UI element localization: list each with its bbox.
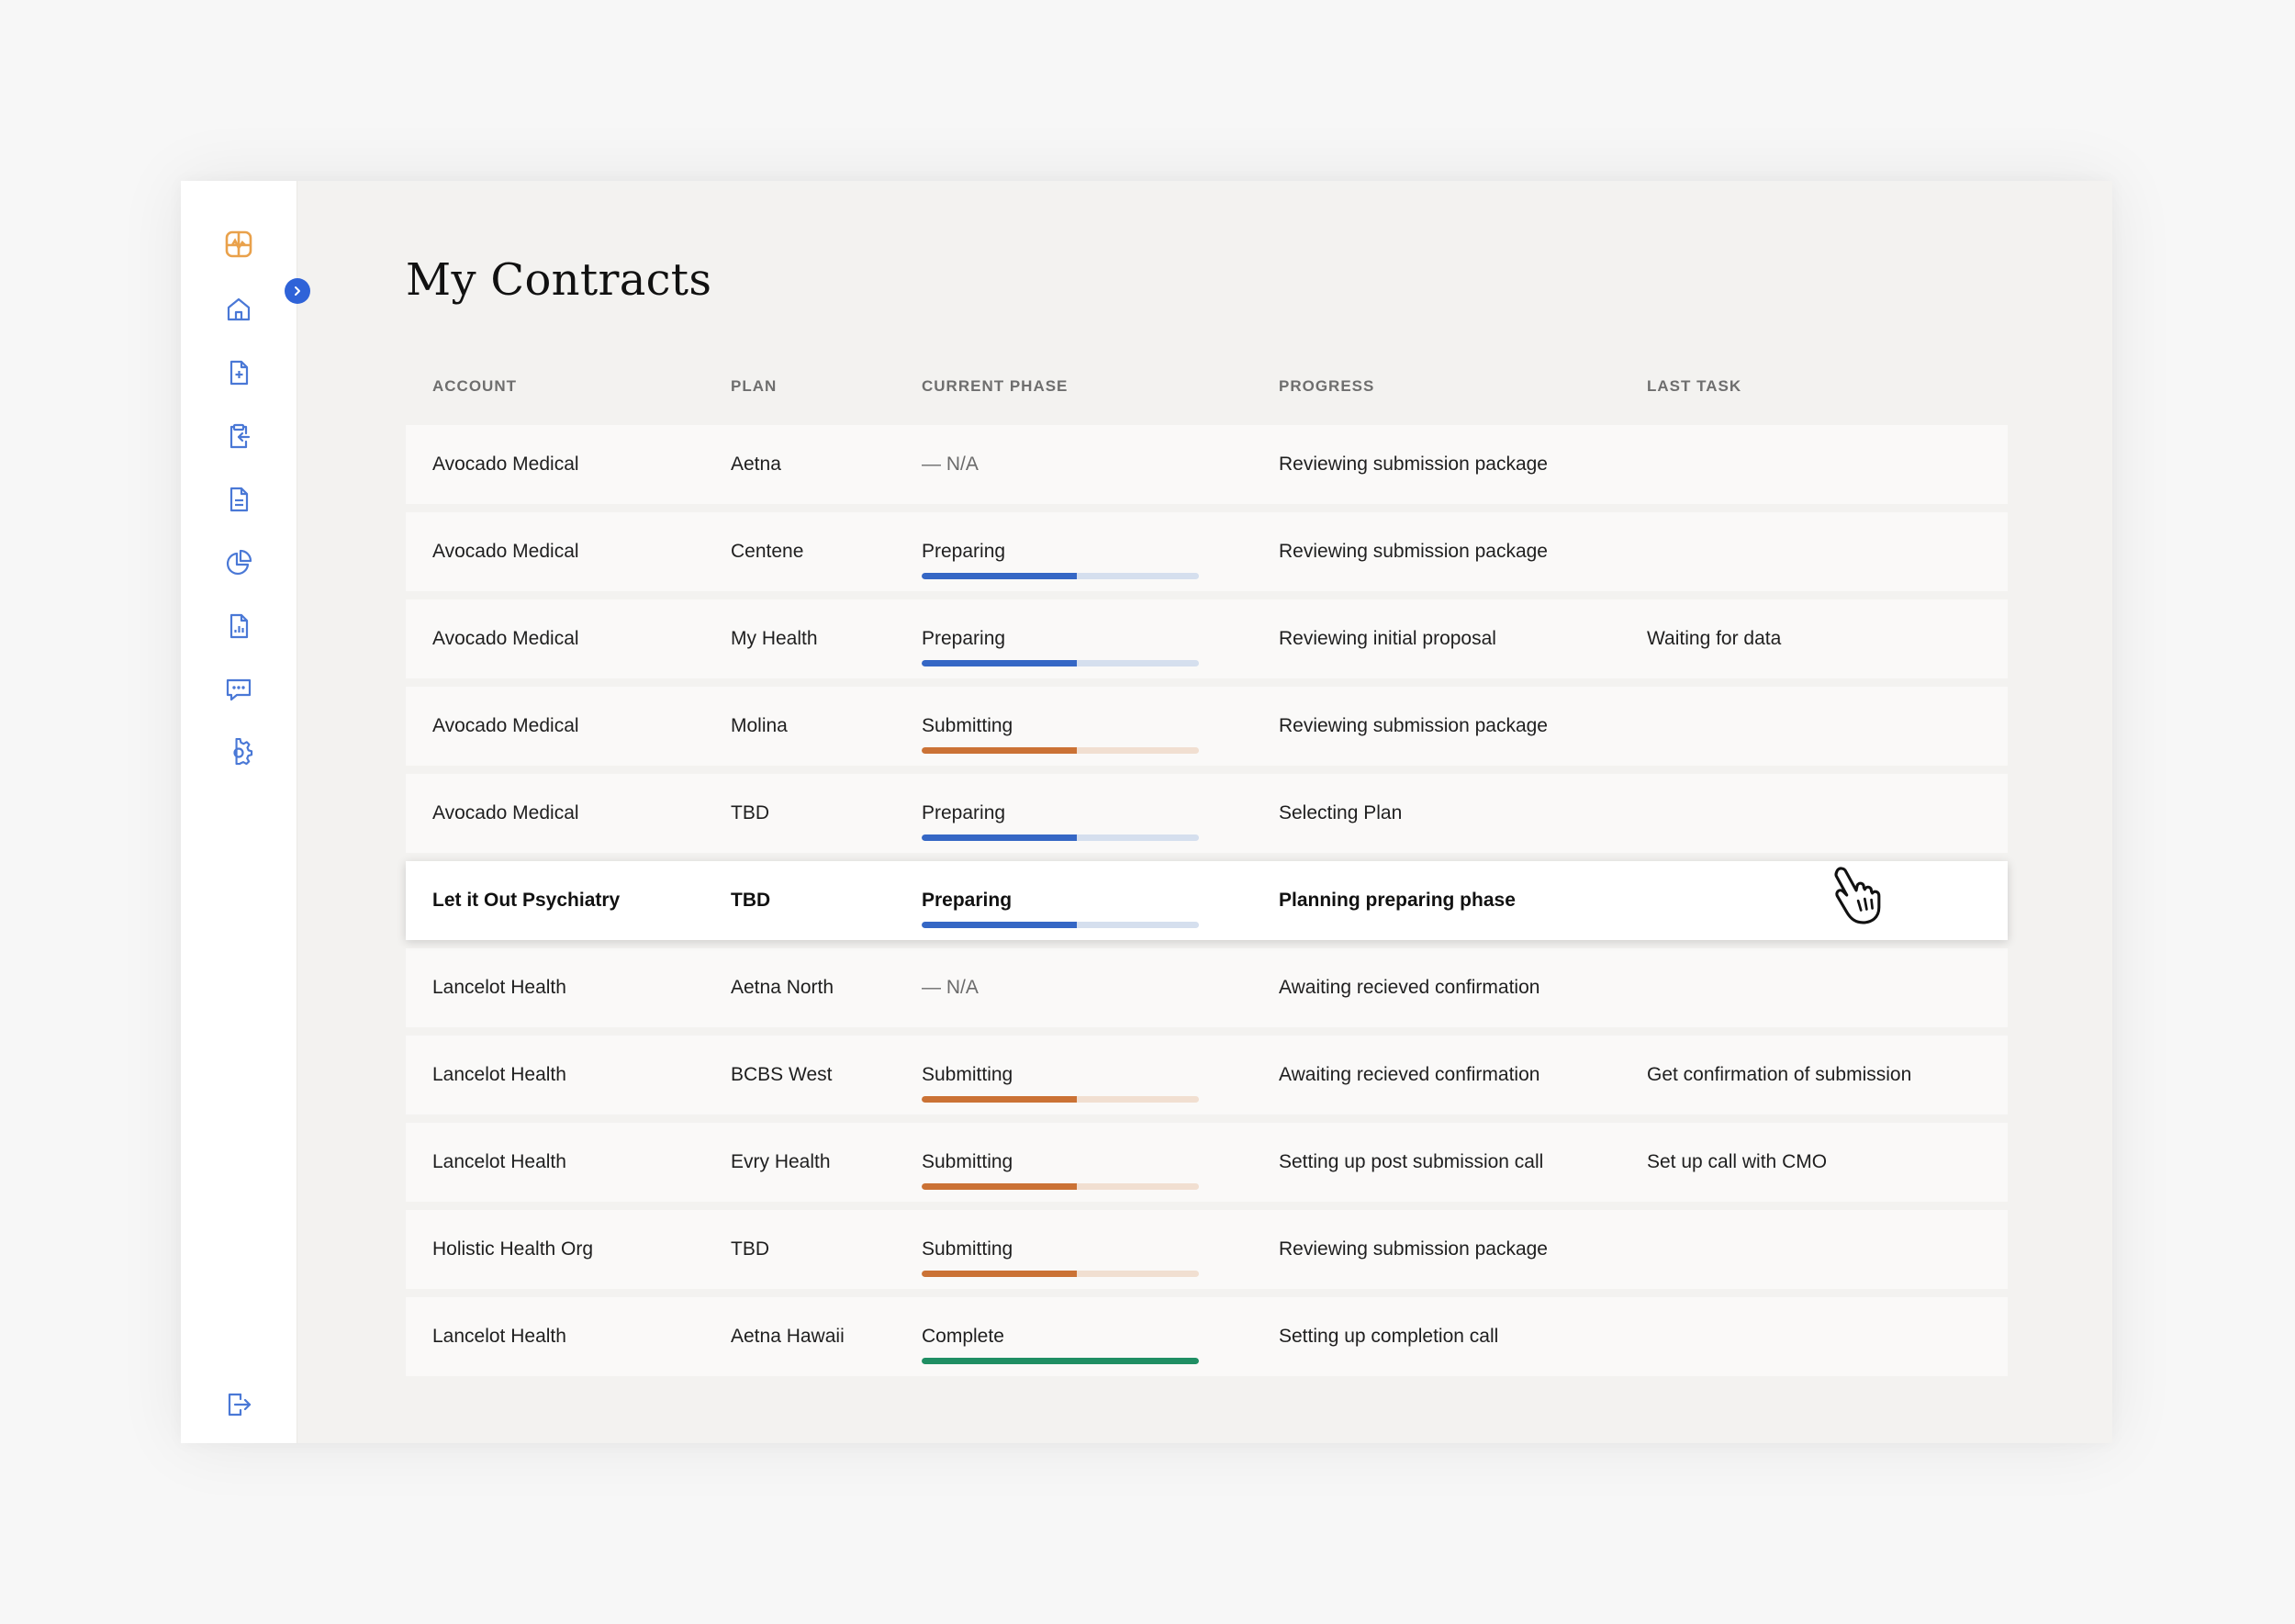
- plan-cell: TBD: [731, 1238, 769, 1260]
- table-row[interactable]: Lancelot Health Aetna Hawaii Complete Setti…: [406, 1297, 2008, 1376]
- progress-cell: Planning preparing phase: [1279, 890, 1516, 911]
- last-task-cell: Set up call with CMO: [1647, 1151, 1828, 1172]
- table-body: Avocado Medical Aetna — N/A Reviewing submi…: [406, 425, 2008, 1376]
- phase-progress-bar: [922, 1271, 1199, 1277]
- phase-progress-fill: [922, 922, 1078, 928]
- sidebar: [181, 181, 297, 1443]
- phase-cell: — N/A: [922, 454, 979, 475]
- clipboard-import-icon[interactable]: [222, 420, 255, 453]
- hand-pointer-cursor-icon: [1834, 867, 1881, 924]
- account-cell: Lancelot Health: [432, 1064, 566, 1085]
- phase-cell: — N/A: [922, 977, 979, 998]
- table-row[interactable]: Avocado Medical TBD Preparing Selecting Pla…: [406, 774, 2008, 853]
- table-row[interactable]: Avocado Medical Aetna — N/A Reviewing submi…: [406, 425, 2008, 504]
- phase-progress-bar: [922, 573, 1199, 579]
- progress-cell: Reviewing submission package: [1279, 1238, 1548, 1260]
- logo-icon[interactable]: [222, 228, 255, 261]
- phase-cell: Submitting: [922, 1238, 1013, 1260]
- table-row[interactable]: Avocado Medical Molina Submitting Reviewing…: [406, 687, 2008, 766]
- plan-cell: TBD: [731, 890, 771, 911]
- last-task-cell: Get confirmation of submission: [1647, 1064, 1912, 1085]
- account-cell: Let it Out Psychiatry: [432, 890, 621, 911]
- phase-progress-bar: [922, 1358, 1199, 1364]
- phase-progress-fill: [922, 1358, 1199, 1364]
- phase-progress-fill: [922, 660, 1078, 666]
- table-row[interactable]: Avocado Medical My Health Preparing Reviewi…: [406, 599, 2008, 678]
- phase-progress-fill: [922, 1271, 1078, 1277]
- phase-progress-fill: [922, 1183, 1078, 1190]
- plan-cell: My Health: [731, 628, 818, 649]
- phase-progress-bar: [922, 1183, 1199, 1190]
- progress-cell: Awaiting recieved confirmation: [1279, 977, 1540, 998]
- phase-progress-bar: [922, 660, 1199, 666]
- header-progress[interactable]: PROGRESS: [1279, 377, 1375, 395]
- phase-cell: Preparing: [922, 628, 1006, 649]
- report-icon[interactable]: [222, 610, 255, 643]
- account-cell: Avocado Medical: [432, 454, 579, 475]
- account-cell: Avocado Medical: [432, 628, 579, 649]
- table-row[interactable]: Avocado Medical Centene Preparing Reviewing…: [406, 512, 2008, 591]
- phase-progress-bar: [922, 834, 1199, 841]
- phase-cell: Preparing: [922, 541, 1006, 562]
- home-icon[interactable]: [222, 293, 255, 326]
- table-row[interactable]: Lancelot Health Aetna North — N/A Awaiting …: [406, 948, 2008, 1027]
- app-window: My Contracts ACCOUNT PLAN CURRENT PHASE …: [181, 181, 2112, 1443]
- progress-cell: Awaiting recieved confirmation: [1279, 1064, 1540, 1085]
- plan-cell: Centene: [731, 541, 804, 562]
- table-row[interactable]: Lancelot Health Evry Health Submitting Sett…: [406, 1123, 2008, 1202]
- account-cell: Avocado Medical: [432, 802, 579, 823]
- progress-cell: Reviewing submission package: [1279, 715, 1548, 736]
- document-icon[interactable]: [222, 483, 255, 516]
- progress-cell: Setting up completion call: [1279, 1326, 1499, 1347]
- progress-cell: Reviewing initial proposal: [1279, 628, 1496, 649]
- last-task-cell: Waiting for data: [1647, 628, 1782, 649]
- plan-cell: Aetna North: [731, 977, 834, 998]
- new-document-icon[interactable]: [222, 356, 255, 389]
- account-cell: Avocado Medical: [432, 715, 579, 736]
- phase-progress-bar: [922, 747, 1199, 754]
- header-plan[interactable]: PLAN: [731, 377, 778, 395]
- phase-cell: Complete: [922, 1326, 1004, 1347]
- account-cell: Avocado Medical: [432, 541, 579, 562]
- phase-cell: Submitting: [922, 715, 1013, 736]
- table-row[interactable]: Lancelot Health BCBS West Submitting Awaiti…: [406, 1036, 2008, 1114]
- progress-cell: Reviewing submission package: [1279, 541, 1548, 562]
- progress-cell: Reviewing submission package: [1279, 454, 1548, 475]
- header-last-task[interactable]: LAST TASK: [1647, 377, 1742, 395]
- table-header: ACCOUNT PLAN CURRENT PHASE PROGRESS LAST…: [406, 346, 2008, 425]
- header-account[interactable]: ACCOUNT: [432, 377, 517, 395]
- account-cell: Lancelot Health: [432, 977, 566, 998]
- phase-progress-fill: [922, 1096, 1078, 1103]
- plan-cell: BCBS West: [731, 1064, 833, 1085]
- phase-cell: Preparing: [922, 890, 1013, 911]
- chat-icon[interactable]: [222, 673, 255, 706]
- plan-cell: Evry Health: [731, 1151, 831, 1172]
- settings-icon[interactable]: [222, 736, 255, 769]
- phase-cell: Submitting: [922, 1151, 1013, 1172]
- progress-cell: Setting up post submission call: [1279, 1151, 1544, 1172]
- plan-cell: Aetna Hawaii: [731, 1326, 845, 1347]
- progress-cell: Selecting Plan: [1279, 802, 1403, 823]
- logout-icon[interactable]: [222, 1388, 255, 1421]
- account-cell: Lancelot Health: [432, 1151, 566, 1172]
- plan-cell: Aetna: [731, 454, 781, 475]
- header-current-phase[interactable]: CURRENT PHASE: [922, 377, 1069, 395]
- pie-chart-icon[interactable]: [222, 546, 255, 579]
- account-cell: Holistic Health Org: [432, 1238, 594, 1260]
- phase-progress-fill: [922, 573, 1078, 579]
- phase-progress-bar: [922, 922, 1199, 928]
- phase-progress-bar: [922, 1096, 1199, 1103]
- phase-cell: Preparing: [922, 802, 1006, 823]
- page-title: My Contracts: [406, 254, 712, 306]
- table-row[interactable]: Let it Out Psychiatry TBD Preparing Plannin…: [406, 861, 2008, 940]
- phase-progress-fill: [922, 834, 1078, 841]
- contracts-table: ACCOUNT PLAN CURRENT PHASE PROGRESS LAST…: [406, 346, 2008, 1384]
- plan-cell: Molina: [731, 715, 788, 736]
- sidebar-collapse-button[interactable]: [285, 278, 310, 304]
- plan-cell: TBD: [731, 802, 769, 823]
- account-cell: Lancelot Health: [432, 1326, 566, 1347]
- phase-progress-fill: [922, 747, 1078, 754]
- table-row[interactable]: Holistic Health Org TBD Submitting Reviewin…: [406, 1210, 2008, 1289]
- phase-cell: Submitting: [922, 1064, 1013, 1085]
